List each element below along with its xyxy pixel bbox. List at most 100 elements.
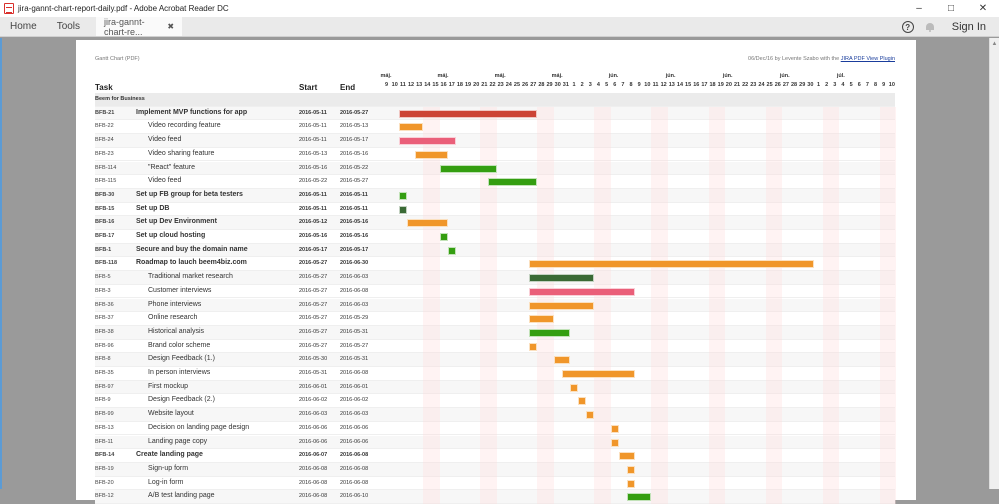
task-row[interactable]: BFB-35 In person interviews 2016-05-31 2016… (95, 367, 895, 381)
task-summary: Design Feedback (2.) (148, 396, 215, 404)
day-label: 15 (432, 82, 439, 88)
task-key: BFB-11 (95, 438, 114, 445)
task-key: BFB-20 (95, 479, 114, 486)
task-row[interactable]: BFB-11 Landing page copy 2016-06-06 2016-06… (95, 435, 895, 450)
gantt-bar[interactable] (398, 123, 424, 132)
app-menubar: Home Tools jira-gannt-chart-re... ✖ ? Si… (0, 17, 999, 37)
task-row[interactable]: BFB-13 Decision on landing page design 201… (95, 422, 895, 436)
week-label: máj. (437, 73, 449, 79)
task-end-date: 2016-05-27 (340, 342, 369, 349)
gantt-bar[interactable] (529, 287, 636, 296)
sign-in-button[interactable]: Sign In (951, 21, 986, 33)
menu-home[interactable]: Home (10, 21, 37, 32)
task-row[interactable]: BFB-24 Video feed 2016-05-11 2016-05-17 (95, 134, 895, 148)
day-label: 5 (605, 82, 609, 88)
task-end-date: 2016-05-31 (340, 328, 369, 335)
gantt-bar[interactable] (398, 137, 456, 146)
gantt-bar[interactable] (610, 438, 619, 447)
task-row[interactable]: BFB-14 Create landing page 2016-06-07 2016-… (95, 449, 895, 463)
gantt-bar[interactable] (610, 424, 619, 433)
gantt-bar[interactable] (529, 274, 595, 283)
window-controls: – □ ✕ (903, 0, 999, 17)
task-row[interactable]: BFB-23 Video sharing feature 2016-05-13 201… (95, 148, 895, 162)
task-summary: Phone interviews (148, 300, 202, 308)
task-row[interactable]: BFB-1 Secure and buy the domain name 2016-… (95, 243, 895, 258)
document-tab[interactable]: jira-gannt-chart-re... ✖ (96, 17, 183, 37)
task-row[interactable]: BFB-17 Set up cloud hosting 2016-05-16 2016… (95, 230, 895, 244)
gantt-bar[interactable] (529, 342, 538, 351)
task-key: BFB-35 (95, 370, 114, 376)
gantt-bar[interactable] (553, 356, 570, 365)
task-row[interactable]: BFB-22 Video recording feature 2016-05-11 2… (95, 120, 895, 135)
gantt-bar[interactable] (439, 233, 448, 241)
minimize-button[interactable]: – (916, 3, 922, 14)
gantt-bar[interactable] (406, 219, 448, 228)
gantt-bar[interactable] (627, 493, 652, 502)
maximize-button[interactable]: □ (947, 3, 955, 14)
gantt-bar[interactable] (529, 260, 815, 269)
close-button[interactable]: ✕ (978, 3, 988, 14)
task-row[interactable]: BFB-19 Sign-up form 2016-06-08 2016-06-08 (95, 462, 895, 477)
gantt-bar[interactable] (569, 383, 579, 392)
task-summary: Set up Dev Environment (136, 218, 217, 226)
menu-tools[interactable]: Tools (56, 21, 81, 32)
day-label: 17 (448, 82, 455, 88)
task-row[interactable]: BFB-21 Implement MVP functions for app 201… (95, 106, 895, 121)
gantt-bar[interactable] (415, 150, 448, 159)
task-row[interactable]: BFB-36 Phone interviews 2016-05-27 2016-06-… (95, 298, 895, 313)
close-tab-icon[interactable]: ✖ (167, 22, 175, 31)
gantt-bar[interactable] (447, 246, 456, 255)
task-summary: Landing page copy (148, 437, 208, 445)
gantt-bar[interactable] (529, 301, 595, 310)
task-key: BFB-9 (95, 397, 111, 404)
task-row[interactable]: BFB-9 Design Feedback (2.) 2016-06-02 2016-… (95, 394, 895, 409)
weekend-column (423, 106, 440, 504)
gantt-bar[interactable] (578, 397, 587, 406)
task-end-date: 2016-06-03 (340, 274, 369, 281)
task-end-date: 2016-05-17 (340, 137, 369, 144)
task-start-date: 2016-06-08 (299, 465, 328, 472)
gantt-bar[interactable] (439, 164, 497, 173)
gantt-bar[interactable] (488, 178, 538, 187)
task-row[interactable]: BFB-97 First mockup 2016-06-01 2016-06-01 (95, 380, 895, 395)
task-row[interactable]: BFB-3 Customer interviews 2016-05-27 2016-0… (95, 285, 895, 299)
day-label: 18 (456, 82, 463, 88)
gantt-bar[interactable] (398, 191, 407, 200)
task-row[interactable]: BFB-30 Set up FB group for beta testers 20… (95, 188, 895, 203)
task-start-date: 2016-05-11 (299, 123, 327, 130)
gantt-bar[interactable] (618, 452, 636, 461)
task-start-date: 2016-05-16 (299, 233, 328, 239)
task-row[interactable]: BFB-115 Video feed 2016-05-22 2016-05-27 (95, 175, 895, 189)
task-row[interactable]: BFB-114 "React" feature 2016-05-16 2016-05-… (95, 161, 895, 176)
plugin-link[interactable]: JIRA PDF View Plugin (840, 56, 895, 62)
gantt-bar[interactable] (529, 328, 570, 337)
task-row[interactable]: BFB-99 Website layout 2016-06-03 2016-06-03 (95, 408, 895, 422)
vertical-scrollbar[interactable]: ▲ (989, 38, 999, 489)
gantt-bar[interactable] (627, 465, 636, 474)
help-icon[interactable]: ? (901, 21, 914, 33)
gantt-bar[interactable] (586, 411, 595, 420)
column-header-end: End (340, 83, 356, 92)
task-summary: Decision on landing page design (148, 423, 250, 431)
task-row[interactable]: BFB-96 Brand color scheme 2016-05-27 2016-0… (95, 340, 895, 354)
task-row[interactable]: BFB-37 Online research 2016-05-27 2016-05-2… (95, 312, 895, 326)
task-row[interactable]: BFB-16 Set up Dev Environment 2016-05-12 20… (95, 216, 895, 230)
week-label: jún. (665, 73, 676, 79)
task-row[interactable]: BFB-8 Design Feedback (1.) 2016-05-30 2016-… (95, 353, 895, 367)
task-start-date: 2016-05-12 (299, 219, 328, 226)
gantt-bar[interactable] (398, 205, 407, 214)
task-row[interactable]: BFB-38 Historical analysis 2016-05-27 2016-… (95, 325, 895, 340)
notification-bell-icon[interactable] (925, 22, 934, 32)
task-summary: Roadmap to lauch beem4biz.com (136, 259, 247, 267)
gantt-bar[interactable] (627, 479, 636, 488)
weekend-column (708, 106, 725, 504)
task-row[interactable]: BFB-5 Traditional market research 2016-05-… (95, 271, 895, 285)
gantt-bar[interactable] (561, 370, 636, 378)
task-row[interactable]: BFB-15 Set up DB 2016-05-11 2016-05-11 (95, 203, 895, 217)
gantt-bar[interactable] (529, 315, 554, 324)
scroll-up-icon[interactable]: ▲ (991, 41, 998, 47)
weekend-column (765, 106, 782, 504)
task-row[interactable]: BFB-118 Roadmap to lauch beem4biz.com 2016… (95, 257, 895, 272)
day-label: 25 (766, 82, 773, 88)
gantt-bar[interactable] (398, 109, 538, 118)
